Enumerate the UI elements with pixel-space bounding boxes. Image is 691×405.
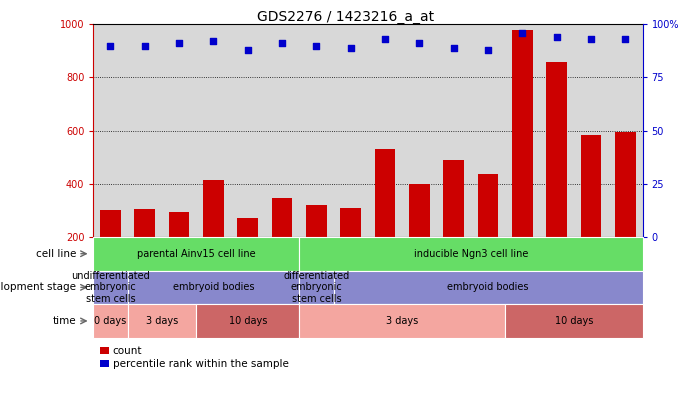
Text: GDS2276 / 1423216_a_at: GDS2276 / 1423216_a_at <box>257 10 434 24</box>
Text: time: time <box>53 316 76 326</box>
Bar <box>135 209 155 290</box>
Bar <box>341 208 361 290</box>
Text: 3 days: 3 days <box>146 316 178 326</box>
Point <box>585 36 596 43</box>
Text: development stage: development stage <box>0 282 76 292</box>
Bar <box>203 180 224 290</box>
Point <box>140 43 151 49</box>
Text: parental Ainv15 cell line: parental Ainv15 cell line <box>137 249 256 259</box>
Text: 3 days: 3 days <box>386 316 419 326</box>
Bar <box>306 205 327 290</box>
Point <box>517 30 528 36</box>
Bar <box>238 218 258 290</box>
Point <box>551 34 562 40</box>
Point <box>379 36 390 43</box>
Text: cell line: cell line <box>36 249 76 259</box>
Point <box>276 40 287 47</box>
Bar <box>547 62 567 290</box>
Bar <box>100 210 121 290</box>
Text: differentiated
embryonic
stem cells: differentiated embryonic stem cells <box>283 271 350 304</box>
Bar <box>512 30 533 290</box>
Text: count: count <box>113 346 142 356</box>
Bar <box>409 184 430 290</box>
Point <box>105 43 116 49</box>
Point <box>243 47 254 53</box>
Point <box>173 40 184 47</box>
Bar <box>478 175 498 290</box>
Text: percentile rank within the sample: percentile rank within the sample <box>113 359 289 369</box>
Point <box>620 36 631 43</box>
Bar <box>581 134 601 290</box>
Text: embryoid bodies: embryoid bodies <box>447 282 529 292</box>
Point <box>482 47 493 53</box>
Bar <box>375 149 395 290</box>
Text: embryoid bodies: embryoid bodies <box>173 282 254 292</box>
Text: undifferentiated
embryonic
stem cells: undifferentiated embryonic stem cells <box>71 271 150 304</box>
Bar <box>444 160 464 290</box>
Point <box>448 45 460 51</box>
Bar <box>169 212 189 290</box>
Point <box>208 38 219 45</box>
Point <box>414 40 425 47</box>
Point <box>346 45 357 51</box>
Bar <box>272 198 292 290</box>
Text: 0 days: 0 days <box>95 316 126 326</box>
Bar <box>615 132 636 290</box>
Text: inducible Ngn3 cell line: inducible Ngn3 cell line <box>414 249 528 259</box>
Point <box>311 43 322 49</box>
Text: 10 days: 10 days <box>555 316 593 326</box>
Text: 10 days: 10 days <box>229 316 267 326</box>
